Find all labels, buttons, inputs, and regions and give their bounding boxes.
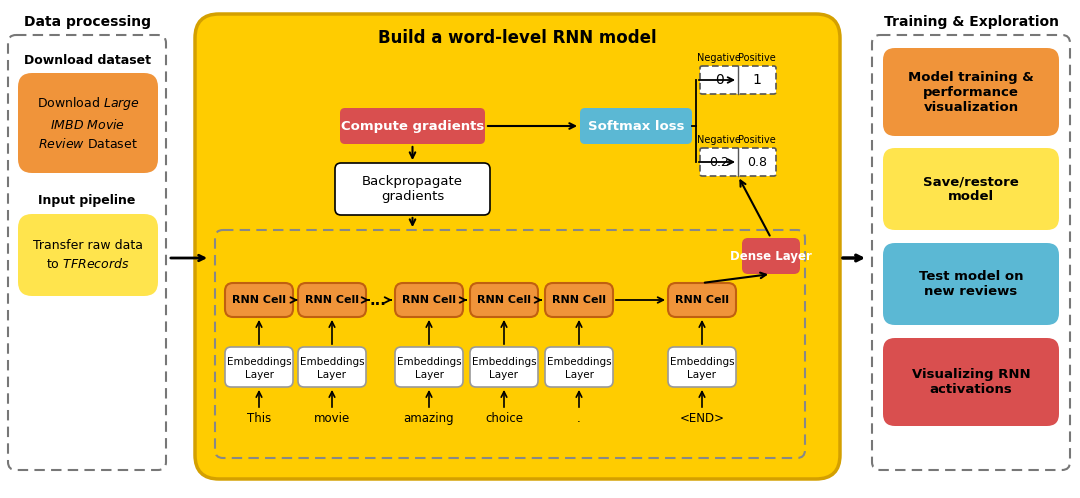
FancyBboxPatch shape — [883, 243, 1059, 325]
Text: choice: choice — [485, 411, 523, 424]
FancyBboxPatch shape — [883, 338, 1059, 426]
FancyBboxPatch shape — [18, 73, 158, 173]
Text: Positive: Positive — [738, 53, 775, 63]
Text: 0.2: 0.2 — [710, 155, 729, 168]
Text: Model training &
performance
visualization: Model training & performance visualizati… — [908, 71, 1034, 114]
Text: Embeddings: Embeddings — [227, 357, 292, 367]
Text: RNN Cell: RNN Cell — [232, 295, 286, 305]
Text: movie: movie — [314, 411, 350, 424]
FancyBboxPatch shape — [335, 163, 490, 215]
FancyBboxPatch shape — [545, 347, 613, 387]
FancyBboxPatch shape — [872, 35, 1070, 470]
Text: Data processing: Data processing — [24, 15, 150, 29]
Text: Input pipeline: Input pipeline — [38, 194, 136, 207]
FancyBboxPatch shape — [395, 347, 463, 387]
Text: Transfer raw data
to $\it{TFRecords}$: Transfer raw data to $\it{TFRecords}$ — [33, 239, 143, 271]
FancyBboxPatch shape — [883, 48, 1059, 136]
Text: amazing: amazing — [404, 411, 455, 424]
Text: 0.8: 0.8 — [747, 155, 767, 168]
FancyBboxPatch shape — [883, 148, 1059, 230]
Text: Embeddings: Embeddings — [472, 357, 537, 367]
Text: Download $\it{Large}$
$\it{IMBD}$ $\it{Movie}$
$\it{Review}$ Dataset: Download $\it{Large}$ $\it{IMBD}$ $\it{M… — [37, 95, 139, 151]
Text: Negative: Negative — [697, 53, 741, 63]
FancyBboxPatch shape — [225, 283, 293, 317]
FancyBboxPatch shape — [470, 347, 538, 387]
FancyBboxPatch shape — [700, 148, 777, 176]
FancyBboxPatch shape — [225, 347, 293, 387]
FancyBboxPatch shape — [669, 283, 735, 317]
Text: Visualizing RNN
activations: Visualizing RNN activations — [912, 368, 1030, 396]
FancyBboxPatch shape — [340, 108, 485, 144]
Text: Embeddings: Embeddings — [396, 357, 461, 367]
FancyBboxPatch shape — [18, 214, 158, 296]
Text: Build a word-level RNN model: Build a word-level RNN model — [378, 29, 657, 47]
FancyBboxPatch shape — [395, 283, 463, 317]
FancyBboxPatch shape — [215, 230, 805, 458]
Text: RNN Cell: RNN Cell — [552, 295, 606, 305]
Text: Layer: Layer — [415, 370, 444, 380]
FancyBboxPatch shape — [298, 283, 366, 317]
Text: Layer: Layer — [688, 370, 716, 380]
Text: Layer: Layer — [565, 370, 594, 380]
Text: Positive: Positive — [738, 135, 775, 145]
FancyBboxPatch shape — [8, 35, 166, 470]
Text: Embeddings: Embeddings — [299, 357, 364, 367]
Text: This: This — [247, 411, 271, 424]
FancyBboxPatch shape — [742, 238, 800, 274]
Text: RNN Cell: RNN Cell — [477, 295, 531, 305]
FancyBboxPatch shape — [298, 347, 366, 387]
Text: RNN Cell: RNN Cell — [675, 295, 729, 305]
Text: RNN Cell: RNN Cell — [402, 295, 456, 305]
Text: Embeddings: Embeddings — [546, 357, 611, 367]
Text: Dense Layer: Dense Layer — [730, 249, 812, 262]
Text: Test model on
new reviews: Test model on new reviews — [919, 270, 1023, 298]
Text: Softmax loss: Softmax loss — [588, 120, 685, 132]
Text: .: . — [577, 411, 581, 424]
Text: Backpropagate
gradients: Backpropagate gradients — [362, 175, 463, 203]
Text: ...: ... — [369, 292, 387, 307]
Text: Layer: Layer — [244, 370, 273, 380]
Text: Embeddings: Embeddings — [670, 357, 734, 367]
Text: Layer: Layer — [489, 370, 518, 380]
FancyBboxPatch shape — [700, 66, 777, 94]
FancyBboxPatch shape — [669, 347, 735, 387]
Text: Layer: Layer — [318, 370, 347, 380]
FancyBboxPatch shape — [470, 283, 538, 317]
Text: Negative: Negative — [697, 135, 741, 145]
Text: Download dataset: Download dataset — [24, 53, 150, 67]
Text: Training & Exploration: Training & Exploration — [883, 15, 1058, 29]
FancyBboxPatch shape — [195, 14, 840, 479]
Text: 0: 0 — [715, 73, 724, 87]
Text: 1: 1 — [753, 73, 761, 87]
Text: <END>: <END> — [679, 411, 725, 424]
Text: RNN Cell: RNN Cell — [305, 295, 359, 305]
FancyBboxPatch shape — [545, 283, 613, 317]
Text: Compute gradients: Compute gradients — [341, 120, 484, 132]
FancyBboxPatch shape — [580, 108, 692, 144]
Text: Save/restore
model: Save/restore model — [923, 175, 1018, 203]
